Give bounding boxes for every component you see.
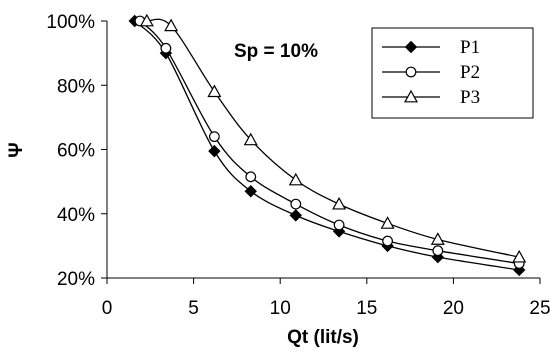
- legend-marker-p1: [404, 40, 418, 54]
- axes: [101, 20, 541, 284]
- y-axis-title: Ψ: [6, 142, 27, 157]
- y-tick-labels: 20% 40% 60% 80% 100%: [46, 12, 95, 290]
- legend-item-p1: P1: [382, 37, 480, 58]
- x-tick-label: 20: [443, 298, 464, 319]
- legend: P1 P2 P3: [371, 27, 534, 119]
- legend-item-p3: P3: [382, 87, 480, 108]
- x-axis-title: Qt (lit/s): [287, 327, 359, 348]
- data-point-p2: [160, 42, 172, 54]
- data-point-p2: [333, 219, 345, 231]
- legend-item-p2: P2: [382, 62, 480, 83]
- data-point-p3: [512, 249, 527, 263]
- series-layer: [128, 13, 527, 277]
- y-tick-label: 20%: [57, 269, 95, 290]
- series-p2: [134, 15, 525, 269]
- x-tick-label: 5: [188, 298, 199, 319]
- data-point-p1: [208, 144, 221, 158]
- data-point-p2: [382, 235, 393, 247]
- data-point-p2: [290, 198, 302, 210]
- x-tick-label: 0: [102, 298, 113, 319]
- annotation-sp: Sp = 10%: [234, 41, 318, 62]
- legend-marker-p2: [405, 66, 417, 78]
- data-point-p1: [244, 185, 257, 198]
- legend-label-p1: P1: [460, 37, 480, 58]
- data-point-p3: [243, 132, 258, 146]
- series-p3: [139, 13, 527, 263]
- x-tick-labels: 0 5 10 15 20 25: [102, 298, 550, 319]
- data-point-p3: [164, 18, 179, 32]
- data-point-p3: [430, 232, 445, 245]
- legend-label-p3: P3: [460, 87, 480, 108]
- y-tick-label: 80%: [57, 76, 95, 97]
- legend-label-p2: P2: [460, 62, 480, 83]
- x-tick-label: 15: [356, 298, 377, 319]
- x-tick-label: 25: [529, 298, 550, 319]
- data-point-p2: [208, 131, 220, 143]
- data-point-p3: [207, 84, 222, 98]
- data-point-p3: [139, 13, 154, 27]
- data-point-p3: [380, 216, 395, 229]
- data-point-p3: [332, 196, 347, 210]
- y-tick-label: 40%: [57, 205, 95, 226]
- data-point-p2: [432, 245, 444, 257]
- y-tick-label: 100%: [46, 12, 95, 33]
- legend-marker-p3: [403, 89, 419, 103]
- y-tick-label: 60%: [57, 141, 95, 162]
- data-point-p3: [288, 172, 303, 186]
- x-tick-label: 10: [270, 298, 291, 319]
- data-point-p1: [289, 209, 302, 222]
- data-point-p2: [245, 171, 257, 183]
- legend-box: [371, 27, 534, 119]
